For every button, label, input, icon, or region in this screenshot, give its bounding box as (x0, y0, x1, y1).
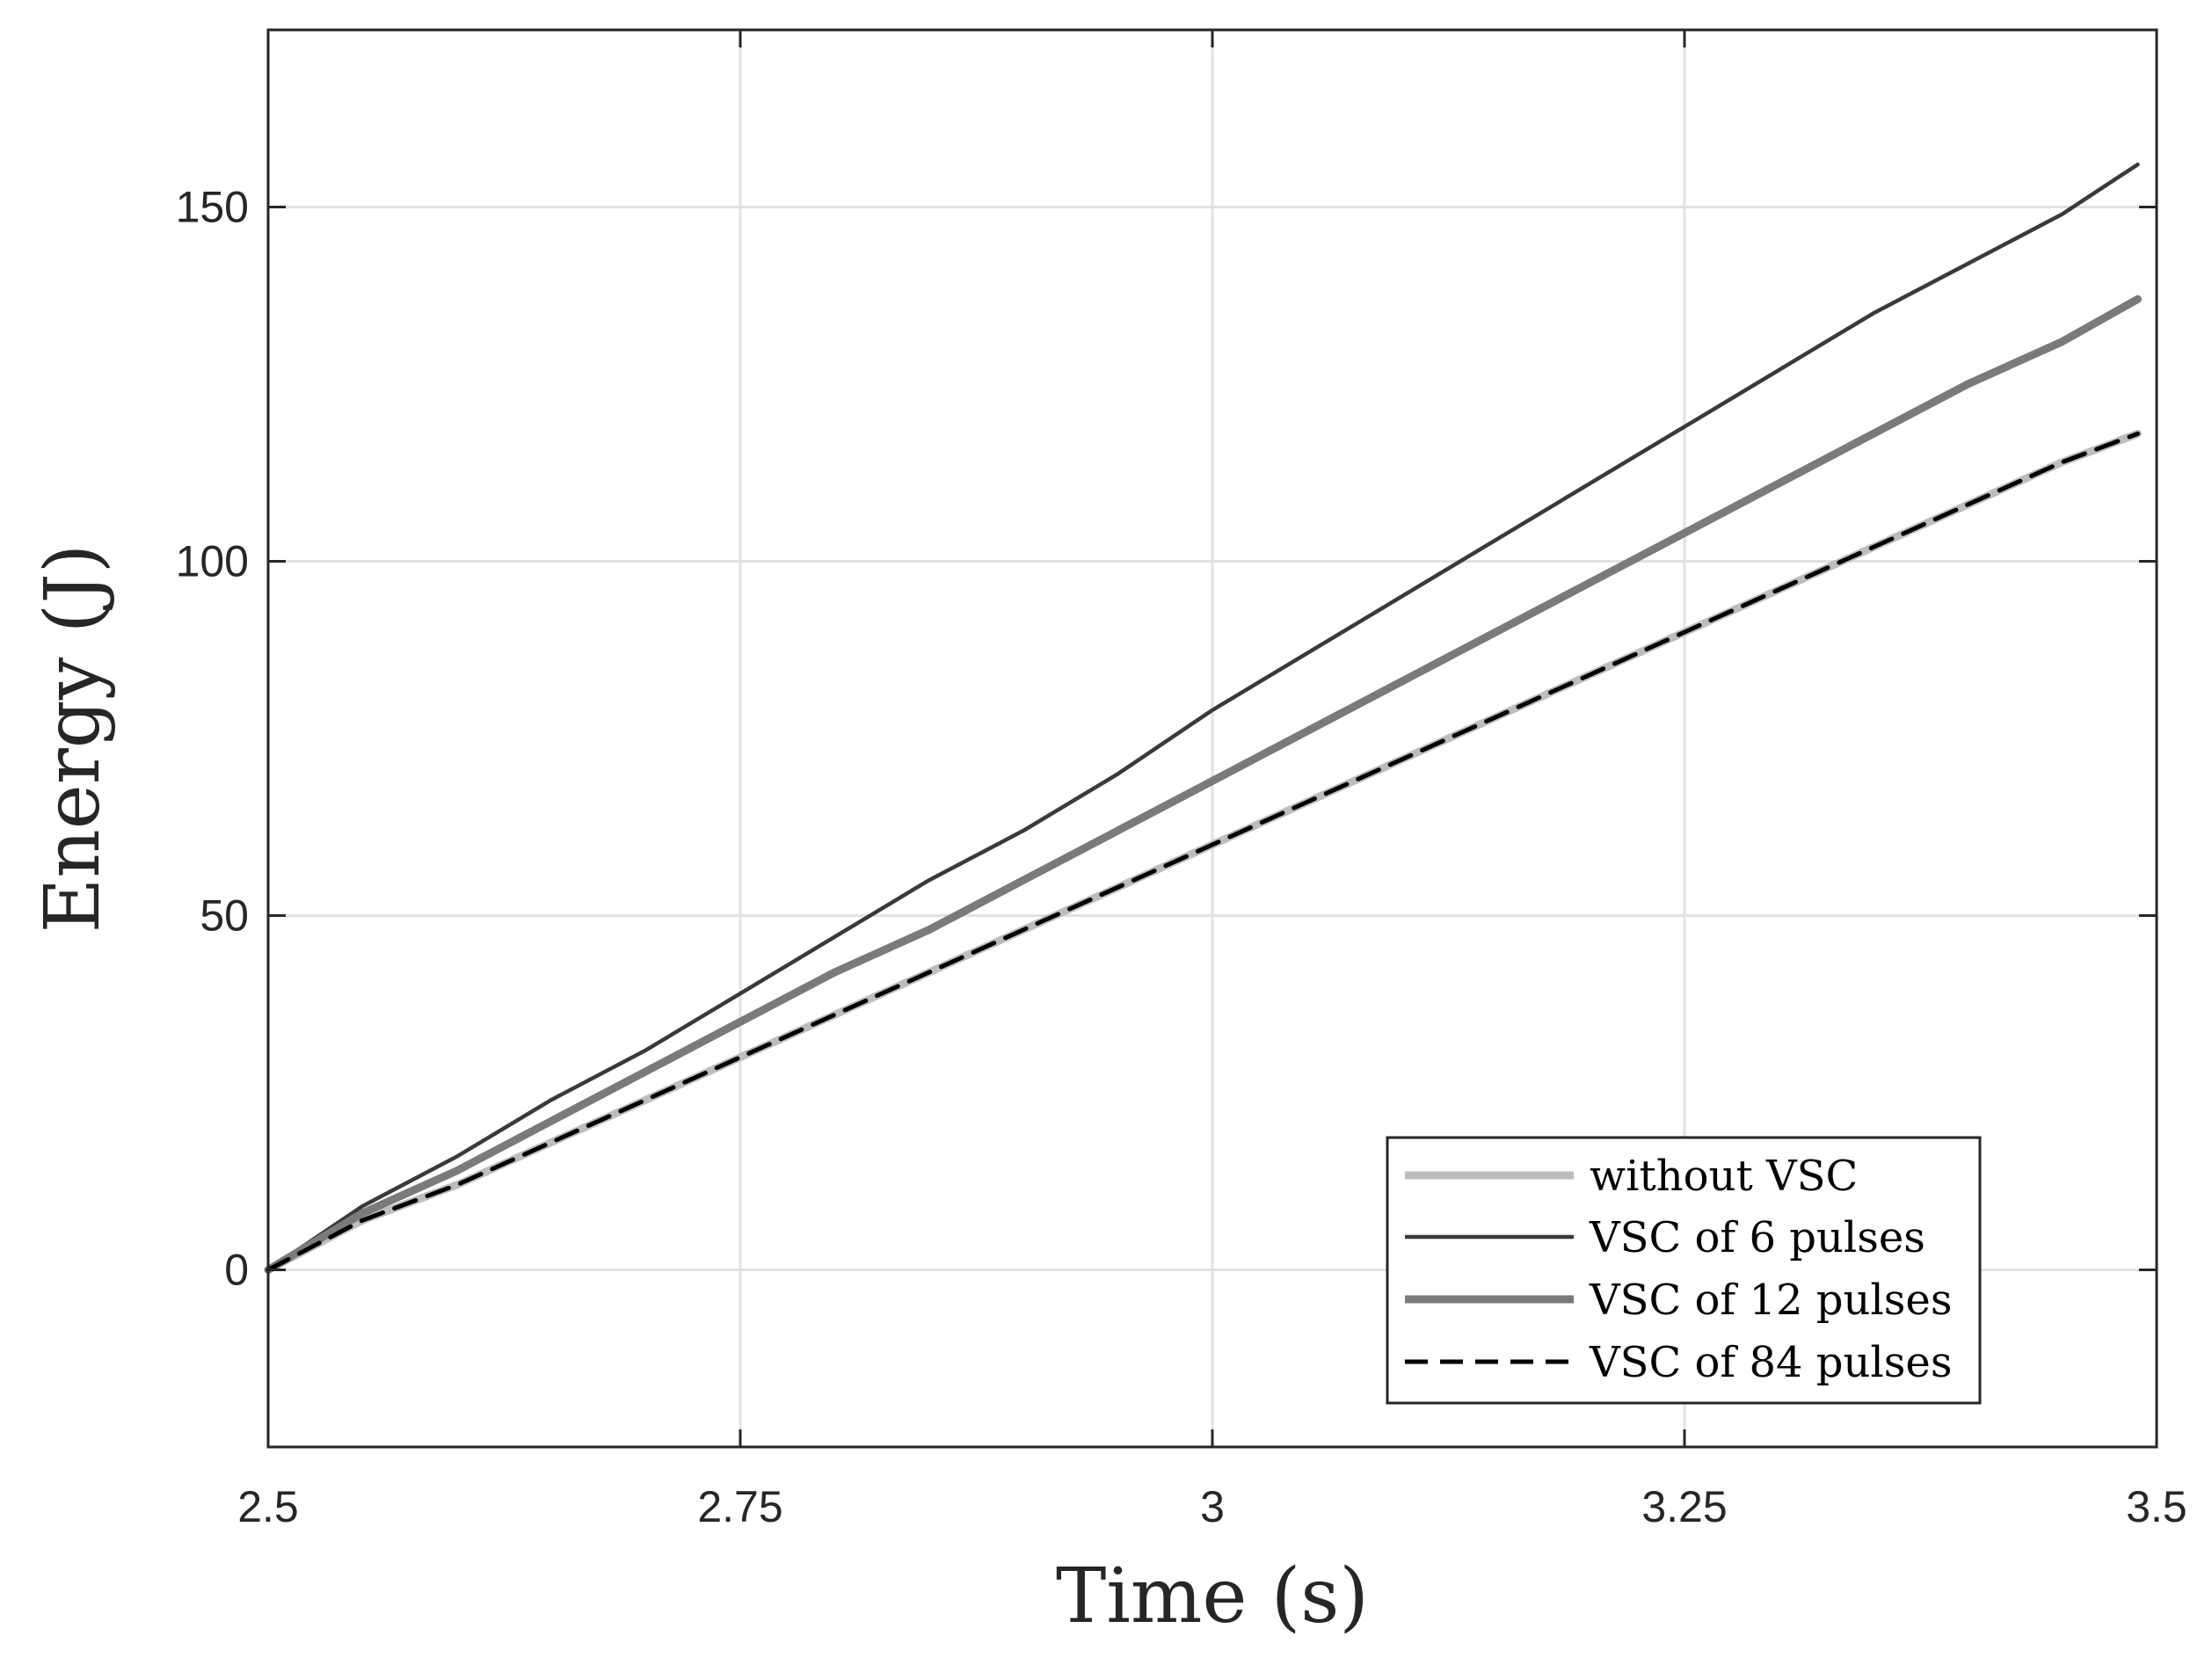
series-layer (264, 162, 2142, 1274)
legend-label: VSC of 84 pulses (1589, 1338, 1952, 1387)
y-tick-label: 0 (224, 1246, 249, 1295)
y-tick-label: 150 (176, 183, 249, 232)
x-tick-label: 3 (1200, 1482, 1225, 1531)
legend: without VSC VSC of 6 pulses VSC of 12 puls… (1386, 1136, 1982, 1405)
legend-box (1386, 1136, 1982, 1405)
legend-entries: without VSC VSC of 6 pulses VSC of 12 puls… (1405, 1152, 1952, 1387)
legend-label: VSC of 6 pulses (1589, 1213, 1925, 1262)
series-line-2 (264, 294, 2142, 1274)
y-tick-label: 100 (176, 537, 249, 586)
legend-label: without VSC (1590, 1152, 1858, 1201)
x-tick-label: 2.5 (237, 1482, 299, 1531)
series-line-3 (266, 431, 2140, 1272)
y-tick-label: 50 (200, 891, 249, 941)
x-tick-label: 3.5 (2126, 1482, 2187, 1531)
legend-label: VSC of 12 pulses (1589, 1276, 1952, 1325)
x-axis-label: Time (s) (1056, 1552, 1369, 1640)
ticks: 2.5 2.75 3 3.25 3.5 0 50 100 150 (176, 30, 2187, 1531)
y-axis-label: Energy (J) (29, 544, 117, 934)
x-tick-label: 3.25 (1641, 1482, 1727, 1531)
series-line-1 (266, 162, 2140, 1272)
x-tick-label: 2.75 (697, 1482, 782, 1531)
